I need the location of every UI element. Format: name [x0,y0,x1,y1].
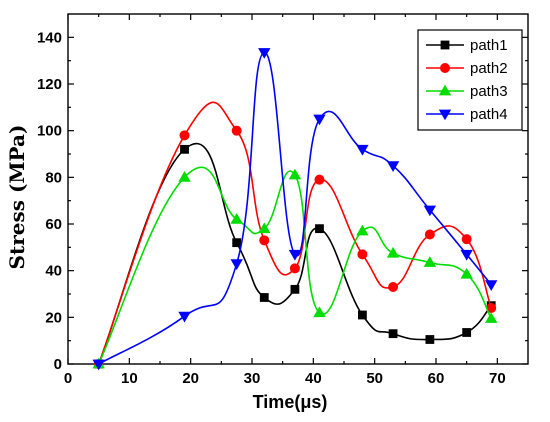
legend-marker [439,63,450,74]
y-tick-label: 120 [37,76,62,93]
path3-point [258,222,271,234]
y-tick-label: 40 [45,263,62,280]
path1-point [259,293,269,302]
series-layer [92,48,498,371]
legend-item-path4: path4 [426,106,508,123]
y-tick-label: 60 [45,216,62,233]
path1-point [232,238,242,248]
x-tick-label: 30 [244,370,261,387]
path4-point [485,280,498,291]
path2-point [461,234,472,245]
path3-point [423,256,437,267]
path1-point [388,329,398,339]
path2-point [231,125,242,136]
legend-marker [440,40,450,50]
x-axis-title: Time(μs) [253,392,328,412]
legend-item-path2: path2 [426,60,508,77]
path3-point [485,312,498,323]
legend-label: path3 [470,83,508,100]
path1-point [462,328,472,337]
y-axis-title: Stress (MPa) [5,125,29,270]
path2-point [289,263,300,274]
y-tick-label: 20 [45,309,62,326]
path4-point [178,311,191,323]
path1-point [315,224,324,234]
path3-point [178,171,191,182]
x-tick-label: 40 [305,370,322,387]
path3-point [356,224,369,236]
x-tick-label: 0 [64,370,72,387]
y-tick-label: 140 [37,29,62,46]
x-tick-label: 60 [428,370,445,387]
path4-point [386,161,400,172]
path4-point [460,249,473,261]
x-tick-label: 10 [121,370,138,387]
path4-point [92,359,105,371]
path2-point [259,235,270,246]
legend-item-path1: path1 [426,37,508,54]
path2-point [314,174,325,185]
path2-point [388,281,399,292]
path3-point [460,267,473,279]
plot-frame [67,13,529,365]
path4-point [230,259,243,270]
series-path2 [93,101,497,369]
path1-point [180,144,189,154]
series-path4 [92,48,498,371]
legend-label: path4 [470,106,508,123]
axes: 0 10 20 30 40 50 60 70 0 20 40 60 80 100 120 140 [37,13,529,387]
path4-point [423,205,437,217]
legend-label: path2 [470,60,508,77]
legend: path1 path2 path3 path4 [417,29,523,131]
path2-point [179,130,190,141]
path1-point [357,310,367,320]
x-tick-label: 70 [489,370,506,387]
path4-point [288,249,302,261]
y-tick-label: 80 [45,169,62,186]
path4-point [258,48,271,59]
x-tick-label: 20 [182,370,199,387]
path4-point [356,144,369,156]
path3-point [288,168,302,180]
legend-label: path1 [470,37,508,54]
path1-point [425,335,435,344]
path3-point [313,306,326,318]
x-tick-label: 50 [366,370,383,387]
y-tick-label: 100 [37,123,62,140]
legend-item-path3: path3 [426,83,508,100]
path3-point [386,246,400,258]
legend-marker [438,109,452,121]
path1-point [290,284,300,294]
path4-point [313,114,326,126]
legend-marker [438,84,452,96]
path2-point [357,249,368,260]
path2-point [424,229,435,240]
y-tick-label: 0 [54,356,62,373]
path3-point [230,213,243,224]
